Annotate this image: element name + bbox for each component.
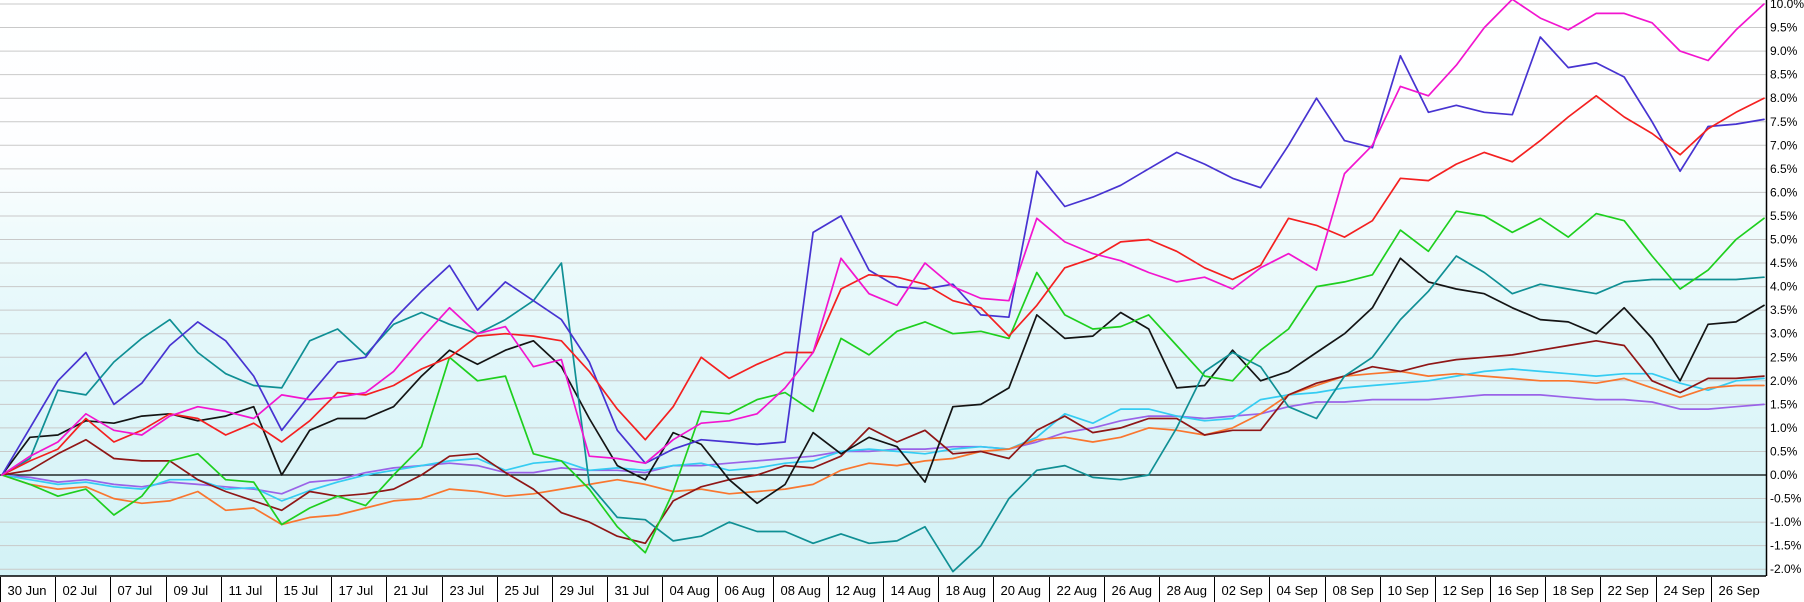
x-axis-tick-label: 12 Aug bbox=[836, 583, 877, 598]
series-line-black[interactable] bbox=[1, 257, 1765, 505]
y-axis-tick-label: 5.0% bbox=[1770, 233, 1798, 247]
y-axis-tick-label: 7.0% bbox=[1770, 138, 1798, 152]
y-axis-tick-label: 9.0% bbox=[1770, 44, 1798, 58]
x-axis-tick-label: 07 Jul bbox=[118, 583, 153, 598]
series-line-cyan[interactable] bbox=[1, 368, 1765, 502]
series-line-dark-red[interactable] bbox=[1, 339, 1765, 545]
plot-area[interactable] bbox=[0, 0, 1766, 576]
x-axis-tick-label: 30 Jun bbox=[8, 583, 47, 598]
x-axis-tick-label: 10 Sep bbox=[1388, 583, 1429, 598]
series-line-teal[interactable] bbox=[1, 255, 1765, 573]
x-axis-tick-label: 31 Jul bbox=[615, 583, 650, 598]
y-axis-tick-label: 7.5% bbox=[1770, 115, 1798, 129]
y-axis-tick-label: 4.5% bbox=[1770, 256, 1798, 270]
x-axis-tick-label: 22 Aug bbox=[1057, 583, 1098, 598]
x-axis-tick-label: 24 Sep bbox=[1664, 583, 1705, 598]
y-axis-tick-label: 0.0% bbox=[1770, 468, 1798, 482]
y-axis-tick-label: 3.5% bbox=[1770, 303, 1798, 317]
x-axis-tick-label: 02 Sep bbox=[1222, 583, 1263, 598]
y-axis-tick-label: 1.0% bbox=[1770, 421, 1798, 435]
x-axis-tick-label: 04 Aug bbox=[670, 583, 711, 598]
y-axis-tick-label: 10.0% bbox=[1770, 0, 1804, 11]
x-axis-tick-label: 02 Jul bbox=[63, 583, 98, 598]
x-axis-tick-label: 14 Aug bbox=[891, 583, 932, 598]
y-axis-tick-label: -0.5% bbox=[1770, 492, 1802, 506]
x-axis-tick-label: 15 Jul bbox=[284, 583, 319, 598]
x-axis-tick-label: 16 Sep bbox=[1498, 583, 1539, 598]
series-line-orange[interactable] bbox=[1, 370, 1765, 526]
x-axis-tick-label: 12 Sep bbox=[1443, 583, 1484, 598]
series-line-green[interactable] bbox=[1, 210, 1765, 554]
series-line-blue-violet[interactable] bbox=[1, 36, 1765, 476]
x-axis-tick-label: 26 Aug bbox=[1112, 583, 1153, 598]
x-axis-tick-label: 06 Aug bbox=[725, 583, 766, 598]
x-axis-tick-label: 09 Jul bbox=[174, 583, 209, 598]
y-axis-tick-label: 1.5% bbox=[1770, 397, 1798, 411]
series-line-red[interactable] bbox=[1, 94, 1765, 476]
y-axis-tick-label: 4.0% bbox=[1770, 280, 1798, 294]
y-axis-tick-label: 8.0% bbox=[1770, 91, 1798, 105]
x-axis-tick-label: 28 Aug bbox=[1167, 583, 1208, 598]
y-axis-tick-label: 6.0% bbox=[1770, 185, 1798, 199]
x-axis-tick-label: 17 Jul bbox=[339, 583, 374, 598]
y-axis-tick-label: 0.5% bbox=[1770, 444, 1798, 458]
x-axis-tick-label: 25 Jul bbox=[505, 583, 540, 598]
y-axis-tick-label: -2.0% bbox=[1770, 562, 1802, 576]
y-axis-tick-label: 2.0% bbox=[1770, 374, 1798, 388]
y-axis-tick-label: 8.5% bbox=[1770, 68, 1798, 82]
x-axis-tick-label: 20 Aug bbox=[1001, 583, 1042, 598]
y-axis-tick-label: 2.5% bbox=[1770, 350, 1798, 364]
x-axis-tick-label: 11 Jul bbox=[229, 583, 263, 598]
x-axis-tick-label: 04 Sep bbox=[1277, 583, 1318, 598]
y-axis-tick-label: -1.0% bbox=[1770, 515, 1802, 529]
y-axis-tick-label: 3.0% bbox=[1770, 327, 1798, 341]
y-axis-tick-label: -1.5% bbox=[1770, 539, 1802, 553]
y-axis-tick-label: 6.5% bbox=[1770, 162, 1798, 176]
x-axis-tick-label: 23 Jul bbox=[450, 583, 485, 598]
x-axis-tick-label: 18 Sep bbox=[1553, 583, 1594, 598]
x-axis-tick-label: 08 Sep bbox=[1333, 583, 1374, 598]
x-axis-tick-label: 18 Aug bbox=[946, 583, 987, 598]
x-axis-tick-label: 08 Aug bbox=[781, 583, 822, 598]
x-axis-tick-label: 22 Sep bbox=[1608, 583, 1649, 598]
y-axis-tick-label: 5.5% bbox=[1770, 209, 1798, 223]
x-axis-tick-label: 21 Jul bbox=[394, 583, 429, 598]
x-axis-tick-label: 26 Sep bbox=[1719, 583, 1760, 598]
x-axis-tick-label: 29 Jul bbox=[560, 583, 595, 598]
series-line-magenta[interactable] bbox=[1, 0, 1765, 476]
y-axis-tick-label: 9.5% bbox=[1770, 21, 1798, 35]
